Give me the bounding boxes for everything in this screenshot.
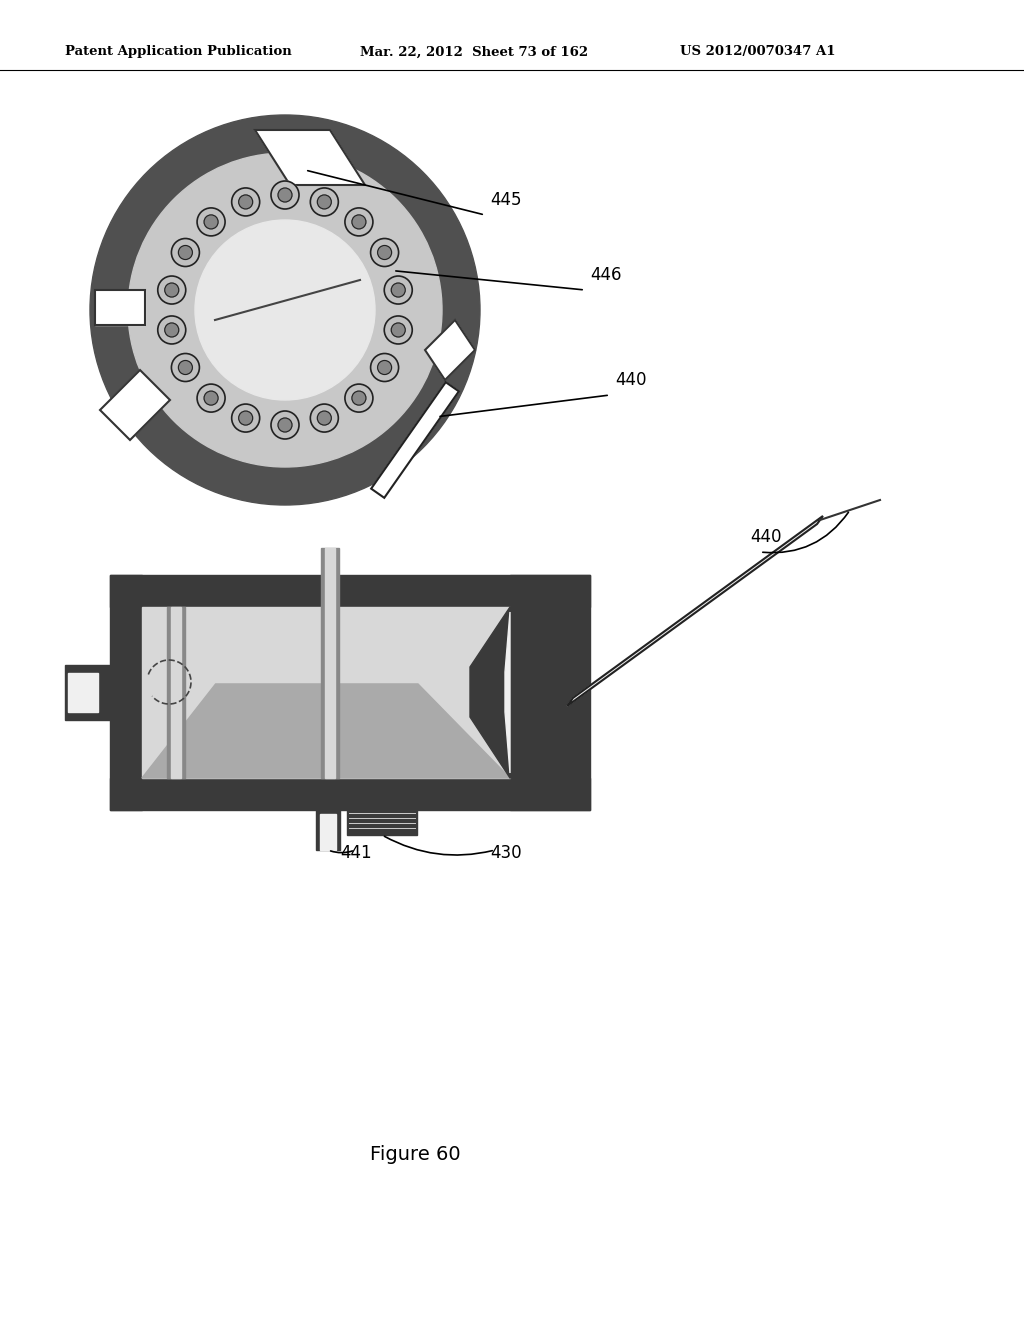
Bar (319, 814, 336, 850)
Text: 446: 446 (590, 267, 622, 284)
Circle shape (178, 360, 193, 375)
Text: Patent Application Publication: Patent Application Publication (65, 45, 292, 58)
Polygon shape (142, 684, 510, 777)
Bar (65, 665, 115, 719)
Circle shape (352, 215, 366, 228)
Circle shape (231, 187, 260, 216)
Circle shape (278, 418, 292, 432)
Circle shape (171, 354, 200, 381)
Bar (316, 810, 340, 850)
Bar (321, 548, 339, 777)
Polygon shape (505, 612, 510, 774)
Circle shape (90, 115, 480, 506)
Polygon shape (425, 319, 475, 380)
Bar (110, 777, 590, 810)
Circle shape (371, 239, 398, 267)
Bar (110, 576, 142, 810)
Circle shape (171, 239, 200, 267)
Bar (142, 607, 510, 777)
Circle shape (317, 195, 332, 209)
Circle shape (197, 209, 225, 236)
Circle shape (158, 276, 185, 304)
Text: 445: 445 (490, 191, 521, 209)
Text: 440: 440 (615, 371, 646, 389)
Text: Mar. 22, 2012  Sheet 73 of 162: Mar. 22, 2012 Sheet 73 of 162 (360, 45, 588, 58)
Circle shape (310, 187, 338, 216)
Polygon shape (95, 290, 145, 325)
Circle shape (345, 209, 373, 236)
Text: Figure 60: Figure 60 (370, 1146, 461, 1164)
Circle shape (165, 282, 179, 297)
Text: 440: 440 (750, 528, 781, 546)
Circle shape (378, 360, 391, 375)
Circle shape (204, 215, 218, 228)
Circle shape (128, 153, 442, 467)
Circle shape (239, 195, 253, 209)
Circle shape (195, 220, 375, 400)
Polygon shape (255, 129, 365, 185)
Circle shape (371, 354, 398, 381)
Circle shape (391, 323, 406, 337)
Bar (68, 673, 98, 711)
Circle shape (158, 315, 185, 345)
Circle shape (391, 282, 406, 297)
Circle shape (378, 246, 391, 260)
Bar (167, 607, 185, 777)
Circle shape (345, 384, 373, 412)
Circle shape (231, 404, 260, 432)
Polygon shape (567, 516, 823, 706)
Circle shape (384, 276, 413, 304)
Circle shape (197, 384, 225, 412)
Circle shape (278, 187, 292, 202)
Polygon shape (100, 370, 170, 440)
Circle shape (165, 323, 179, 337)
Bar (325, 548, 335, 777)
Bar (347, 810, 417, 836)
Text: 430: 430 (490, 843, 521, 862)
Text: 441: 441 (340, 843, 372, 862)
Polygon shape (371, 383, 459, 498)
Text: US 2012/0070347 A1: US 2012/0070347 A1 (680, 45, 836, 58)
Circle shape (271, 181, 299, 209)
Circle shape (352, 391, 366, 405)
Circle shape (384, 315, 413, 345)
Circle shape (204, 391, 218, 405)
Circle shape (317, 411, 332, 425)
Bar (510, 576, 590, 810)
Circle shape (310, 404, 338, 432)
Bar (110, 576, 590, 607)
Circle shape (239, 411, 253, 425)
Polygon shape (470, 607, 590, 777)
Circle shape (271, 411, 299, 440)
Bar (171, 607, 181, 777)
Circle shape (178, 246, 193, 260)
